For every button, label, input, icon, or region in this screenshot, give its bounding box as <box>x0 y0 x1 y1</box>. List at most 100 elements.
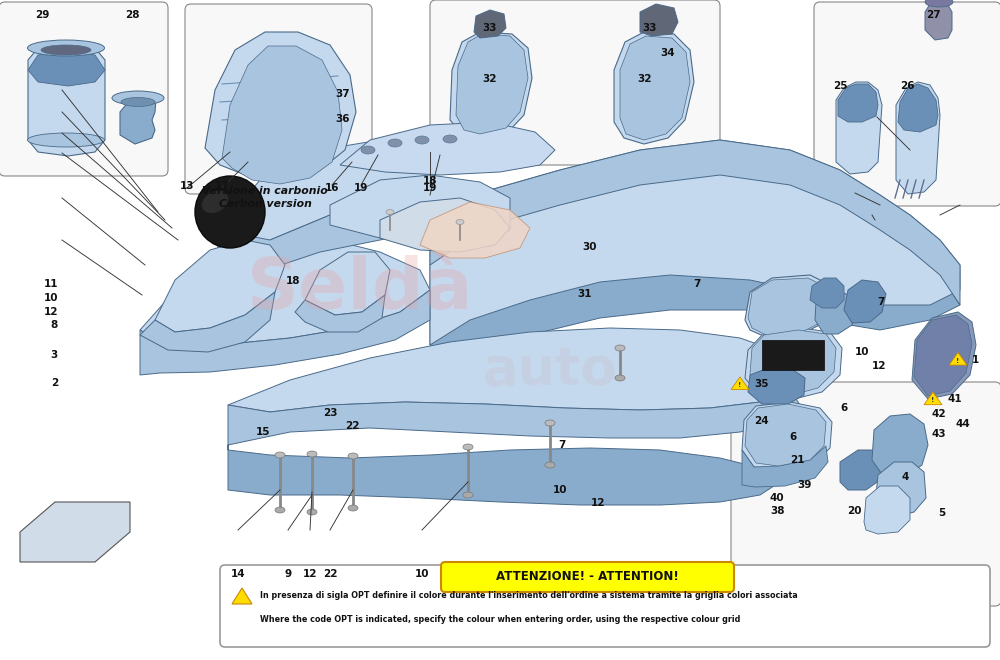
Text: 23: 23 <box>323 407 337 418</box>
Ellipse shape <box>275 507 285 513</box>
Polygon shape <box>614 32 694 144</box>
Text: Seldà: Seldà <box>247 255 473 325</box>
Text: 19: 19 <box>354 183 368 193</box>
Ellipse shape <box>443 135 457 143</box>
Text: 16: 16 <box>325 183 339 193</box>
Polygon shape <box>218 140 430 270</box>
Polygon shape <box>836 82 882 174</box>
Polygon shape <box>450 32 532 138</box>
Text: 10: 10 <box>855 346 870 357</box>
Text: 12: 12 <box>591 498 605 508</box>
Text: 43: 43 <box>932 429 947 440</box>
Ellipse shape <box>615 345 625 351</box>
Polygon shape <box>912 312 976 399</box>
Text: 24: 24 <box>754 416 769 426</box>
Polygon shape <box>420 202 530 258</box>
Text: 34: 34 <box>660 48 675 58</box>
Ellipse shape <box>456 220 464 224</box>
Text: In presenza di sigla OPT definire il colore durante l'inserimento dell'ordine a : In presenza di sigla OPT definire il col… <box>260 591 798 599</box>
Polygon shape <box>864 486 910 534</box>
Polygon shape <box>872 414 928 477</box>
Ellipse shape <box>307 451 317 457</box>
Polygon shape <box>222 46 342 184</box>
Ellipse shape <box>463 444 473 450</box>
Text: 29: 29 <box>35 9 49 20</box>
Polygon shape <box>925 2 952 40</box>
Text: 35: 35 <box>754 379 768 389</box>
Polygon shape <box>205 32 356 178</box>
Text: 14: 14 <box>231 569 245 579</box>
Text: 5: 5 <box>938 508 945 519</box>
Text: !: ! <box>956 358 960 364</box>
Polygon shape <box>20 502 130 562</box>
Text: 7: 7 <box>693 279 701 289</box>
Polygon shape <box>430 175 960 355</box>
Text: 12: 12 <box>44 307 58 317</box>
Polygon shape <box>810 278 844 308</box>
Text: 18: 18 <box>423 176 437 187</box>
Ellipse shape <box>545 462 555 468</box>
Text: 20: 20 <box>847 506 862 517</box>
Polygon shape <box>140 290 430 375</box>
Text: 19: 19 <box>423 183 437 193</box>
Ellipse shape <box>388 139 402 147</box>
Ellipse shape <box>348 453 358 459</box>
Text: 33: 33 <box>483 22 497 33</box>
Polygon shape <box>228 328 800 412</box>
FancyBboxPatch shape <box>0 2 168 176</box>
Ellipse shape <box>348 505 358 511</box>
Polygon shape <box>742 446 828 487</box>
Text: !: ! <box>931 397 935 403</box>
Ellipse shape <box>615 375 625 381</box>
Polygon shape <box>815 290 856 334</box>
Polygon shape <box>745 328 842 400</box>
Ellipse shape <box>545 420 555 426</box>
Polygon shape <box>340 122 555 175</box>
Polygon shape <box>924 392 942 405</box>
Ellipse shape <box>307 509 317 515</box>
Ellipse shape <box>41 45 91 55</box>
Ellipse shape <box>112 91 164 105</box>
FancyBboxPatch shape <box>430 0 720 165</box>
Text: 26: 26 <box>900 81 914 91</box>
Polygon shape <box>748 278 832 336</box>
Polygon shape <box>474 10 506 38</box>
Text: 27: 27 <box>926 9 940 20</box>
Text: 12: 12 <box>872 361 887 372</box>
Ellipse shape <box>463 492 473 498</box>
Polygon shape <box>844 280 886 323</box>
Text: 32: 32 <box>483 74 497 84</box>
Text: 36: 36 <box>335 114 350 124</box>
Text: 22: 22 <box>323 569 337 579</box>
Polygon shape <box>430 140 960 345</box>
Polygon shape <box>155 240 285 332</box>
Text: Where the code OPT is indicated, specify the colour when entering order, using t: Where the code OPT is indicated, specify… <box>260 616 740 624</box>
Ellipse shape <box>202 191 228 213</box>
Text: 30: 30 <box>583 242 597 253</box>
FancyBboxPatch shape <box>185 4 372 194</box>
Text: ATTENZIONE! - ATTENTION!: ATTENZIONE! - ATTENTION! <box>496 570 678 583</box>
Polygon shape <box>838 84 878 122</box>
Text: 3: 3 <box>51 350 58 360</box>
Text: 37: 37 <box>335 88 350 99</box>
Polygon shape <box>28 51 105 86</box>
Polygon shape <box>875 462 926 517</box>
Text: Versione in carbonio
Carbon version: Versione in carbonio Carbon version <box>202 186 328 209</box>
Polygon shape <box>232 588 252 604</box>
Text: 18: 18 <box>286 275 300 286</box>
Polygon shape <box>380 198 510 252</box>
Text: 10: 10 <box>415 569 429 579</box>
Polygon shape <box>228 448 780 505</box>
Text: 33: 33 <box>643 22 657 33</box>
Text: 17: 17 <box>215 181 229 191</box>
Text: 15: 15 <box>256 427 270 438</box>
Polygon shape <box>120 94 156 144</box>
Text: 10: 10 <box>553 484 567 495</box>
Ellipse shape <box>121 98 155 106</box>
Polygon shape <box>742 402 832 470</box>
Text: 9: 9 <box>284 569 292 579</box>
Polygon shape <box>305 252 390 315</box>
Polygon shape <box>228 390 800 450</box>
Text: 7: 7 <box>877 296 884 307</box>
Ellipse shape <box>925 0 953 7</box>
